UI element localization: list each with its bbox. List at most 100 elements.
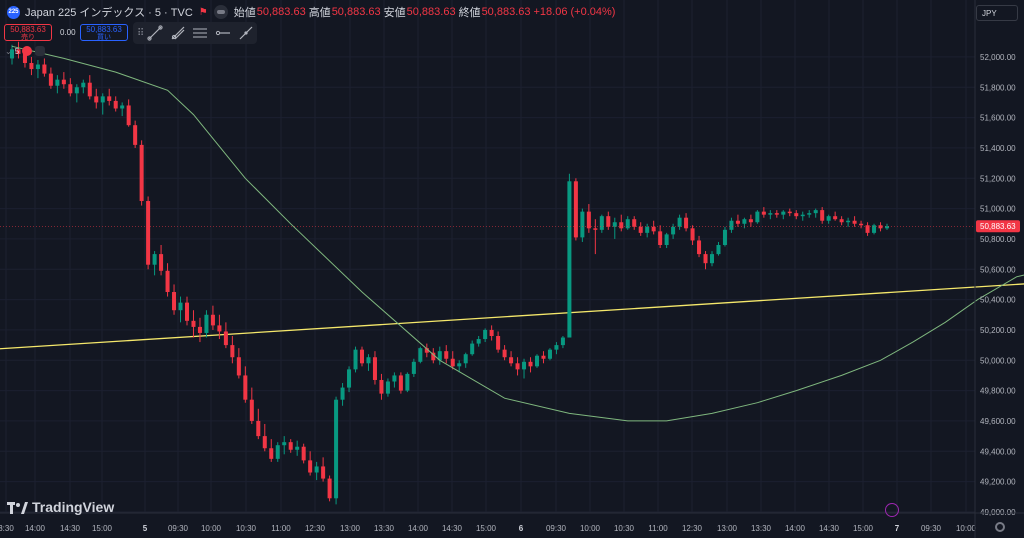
candle-body	[846, 220, 851, 223]
candle-body	[470, 343, 475, 355]
candle	[269, 439, 274, 462]
trend-line-icon[interactable]	[144, 24, 166, 42]
candle	[515, 357, 520, 376]
replay-icon[interactable]	[885, 503, 899, 517]
candle	[839, 216, 844, 226]
candle	[16, 41, 21, 59]
candle-body	[398, 375, 403, 391]
close-value: 50,883.63	[481, 6, 531, 18]
horizontal-ray-icon[interactable]	[212, 24, 234, 42]
candle-body	[593, 228, 598, 230]
symbol-title[interactable]: Japan 225 インデックス · 5 · TVC	[25, 7, 193, 19]
candle-body	[431, 352, 436, 361]
tradingview-logo[interactable]: TradingView	[7, 499, 114, 515]
sell-button[interactable]: 50,883.63 売り	[4, 24, 52, 41]
ray-icon[interactable]	[167, 24, 189, 42]
candle	[632, 216, 637, 230]
candle	[560, 336, 565, 349]
candle-body	[658, 231, 663, 245]
indicator-visibility-icon[interactable]	[22, 46, 33, 56]
y-tick-label: 49,800.00	[980, 387, 1016, 396]
candle	[48, 67, 53, 89]
candle	[593, 219, 598, 255]
parallel-channel-icon[interactable]	[190, 24, 212, 42]
candle-body	[573, 181, 578, 238]
candle-body	[528, 361, 533, 367]
candle-body	[55, 79, 60, 86]
candle-body	[418, 348, 423, 362]
candle	[133, 120, 138, 148]
interval-badge[interactable]: 5	[14, 46, 20, 56]
candle	[379, 373, 384, 400]
candle-body	[722, 229, 727, 245]
candle	[463, 352, 468, 368]
info-line-icon[interactable]	[235, 24, 257, 42]
candle-body	[612, 222, 617, 227]
candle	[94, 88, 99, 109]
y-tick-label: 49,400.00	[980, 447, 1016, 456]
candle	[677, 214, 682, 230]
candle-body	[94, 96, 99, 103]
x-tick-label: 14:30	[442, 524, 463, 533]
candle-body	[703, 254, 708, 264]
candle	[120, 102, 125, 117]
candle-body	[146, 201, 151, 265]
candle	[165, 263, 170, 297]
candle	[619, 214, 624, 232]
candle-body	[638, 226, 643, 233]
currency-selector[interactable]: JPY	[976, 5, 1018, 21]
candle	[716, 241, 721, 256]
candle-body	[476, 339, 481, 344]
candle-body	[301, 446, 306, 461]
candle-body	[554, 345, 559, 350]
y-tick-label: 49,600.00	[980, 417, 1016, 426]
grip-icon[interactable]: ⠿	[137, 27, 144, 39]
x-tick-label: 15:00	[92, 524, 113, 533]
compare-icon[interactable]	[213, 5, 228, 19]
candle	[755, 210, 760, 224]
candle-body	[236, 357, 241, 376]
candle-body	[81, 82, 86, 88]
buy-button[interactable]: 50,883.63 買い	[80, 24, 128, 41]
x-tick-label: 13:00	[717, 524, 738, 533]
candle	[800, 211, 805, 221]
x-tick-label: 3:30	[0, 524, 14, 533]
candle-body	[586, 211, 591, 229]
candle	[398, 372, 403, 394]
candle	[878, 222, 883, 232]
gear-icon[interactable]	[995, 522, 1005, 532]
candle-body	[152, 254, 157, 265]
candle	[68, 78, 73, 97]
candle	[658, 225, 663, 249]
change-value: +18.06 (+0.04%)	[533, 6, 616, 18]
flag-icon[interactable]: ⚑	[198, 6, 208, 18]
candle	[684, 213, 689, 232]
candle-body	[48, 73, 53, 86]
candle	[807, 210, 812, 218]
candle-body	[191, 320, 196, 327]
candle	[437, 346, 442, 365]
candle	[509, 351, 514, 367]
candle-body	[651, 226, 656, 232]
indicator-settings-icon[interactable]	[35, 46, 46, 56]
candle	[729, 217, 734, 233]
candle-body	[852, 220, 857, 224]
candle	[489, 325, 494, 341]
x-tick-label: 14:30	[60, 524, 81, 533]
candle	[884, 223, 890, 230]
candle-body	[625, 219, 630, 229]
candle-body	[126, 105, 131, 126]
candle-body	[249, 399, 254, 421]
candle	[9, 44, 15, 65]
candle-body	[865, 225, 870, 233]
open-value: 50,883.63	[256, 6, 306, 18]
y-tick-label: 51,000.00	[980, 205, 1016, 214]
candle	[787, 208, 792, 217]
candle-body	[437, 351, 442, 361]
candle	[476, 336, 481, 347]
candle-body	[560, 337, 565, 346]
last-price-tag	[976, 220, 1020, 233]
candle-body	[210, 314, 215, 326]
candle-body	[807, 213, 812, 215]
